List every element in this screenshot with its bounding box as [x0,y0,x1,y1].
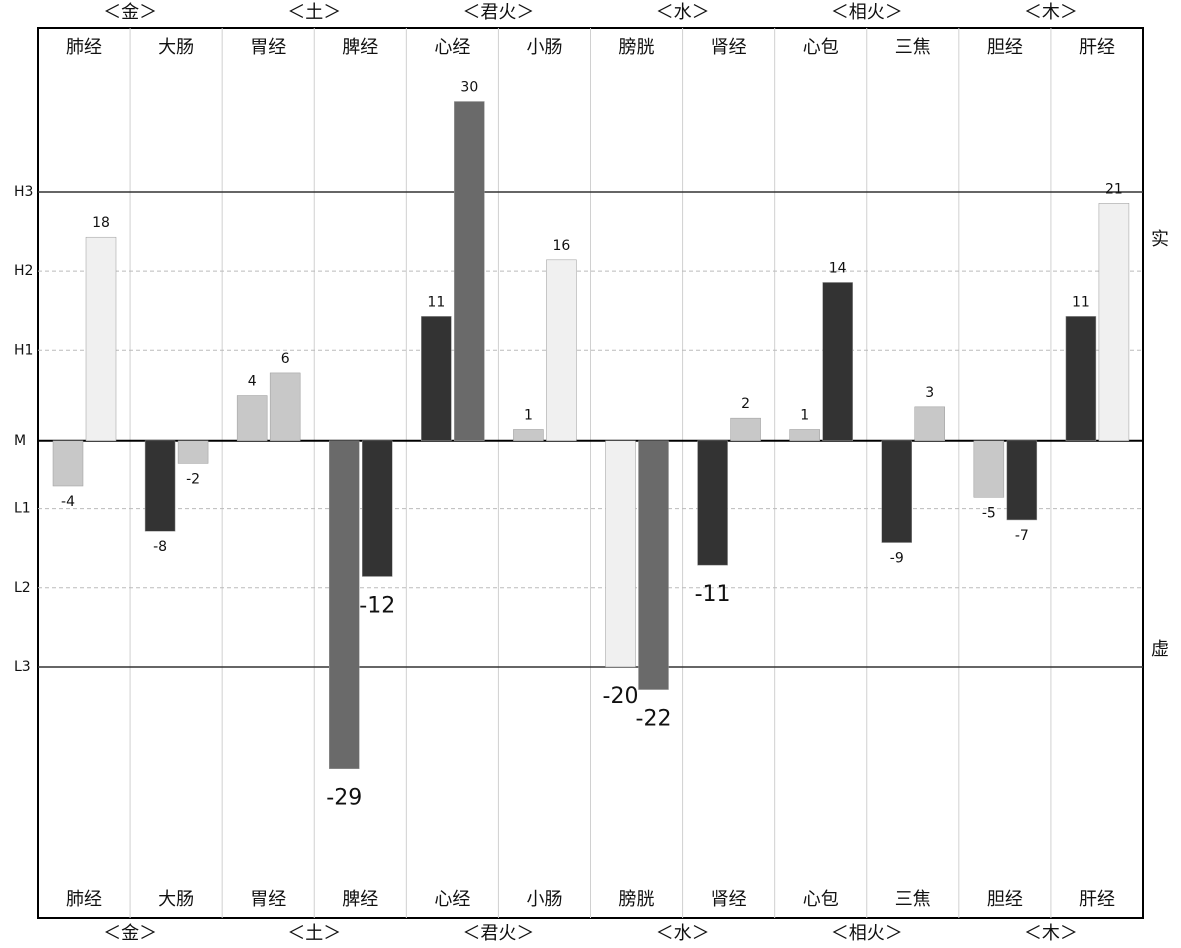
x-tick-label: 肺经 [66,37,102,58]
value-label: 2 [741,396,750,412]
group-label-bottom: ＜金＞ [103,923,157,944]
value-label: 21 [1105,181,1123,197]
value-label: -8 [153,539,167,555]
bar [329,440,360,769]
bar [177,440,209,464]
group-label-bottom: ＜相火＞ [831,923,903,944]
value-label: 3 [925,385,934,401]
y-tick-label: L2 [14,580,31,596]
y-tick-label: M [14,433,26,449]
value-label: 11 [427,294,445,310]
y-tick-label: H2 [14,263,33,279]
bar [1098,203,1130,442]
x-tick-label-bottom: 肺经 [66,889,102,910]
value-label: 16 [553,238,571,254]
group-label-bottom: ＜木＞ [1024,923,1078,944]
value-label: 14 [829,260,847,276]
value-label: -2 [186,471,200,487]
x-tick-label-bottom: 心包 [803,889,839,910]
x-tick-label: 膀胱 [619,37,655,58]
x-tick-label-bottom: 脾经 [342,889,378,910]
value-label: 30 [460,80,478,96]
y-tick-label: H1 [14,342,33,358]
bar [605,440,636,668]
bar [85,236,117,442]
bar [789,429,820,442]
value-label: -11 [695,582,731,607]
group-label-bottom: ＜水＞ [656,923,710,944]
group-label: ＜水＞ [656,2,710,23]
group-label: ＜金＞ [103,2,157,23]
x-tick-label: 小肠 [526,37,562,58]
x-tick-label-bottom: 胆经 [987,889,1023,910]
side-label: 实 [1151,229,1169,250]
bar [822,282,853,442]
value-label: 1 [800,407,809,423]
value-label: -22 [636,707,672,732]
x-tick-label-bottom: 小肠 [526,889,562,910]
bar [421,316,452,442]
bar [454,101,485,442]
value-label: 4 [248,374,257,390]
value-label: 11 [1072,294,1090,310]
bar [52,440,84,487]
value-label: -9 [890,551,904,567]
x-tick-label-bottom: 心经 [434,889,470,910]
value-label: -4 [61,494,75,510]
side-label: 虚 [1151,639,1169,660]
bar [144,440,176,532]
y-tick-label: L3 [14,659,31,675]
bar [236,395,268,442]
x-tick-label: 脾经 [342,37,378,58]
bar [697,440,728,566]
x-tick-label-bottom: 三焦 [895,889,931,910]
x-tick-label: 三焦 [895,37,931,58]
value-label: 1 [524,407,533,423]
group-label: ＜君火＞ [462,2,534,23]
bar [881,440,912,543]
x-tick-label-bottom: 胃经 [250,889,286,910]
bar [730,417,761,442]
y-tick-label: L1 [14,501,31,517]
bar [513,429,544,442]
x-tick-label: 胆经 [987,37,1023,58]
x-tick-label-bottom: 肾经 [711,889,747,910]
x-tick-label: 肝经 [1079,37,1115,58]
y-tick-label: H3 [14,184,33,200]
bar [1006,440,1038,521]
x-tick-label-bottom: 膀胱 [619,889,655,910]
group-label-bottom: ＜君火＞ [462,923,534,944]
x-tick-label: 心包 [803,37,839,58]
group-label-bottom: ＜土＞ [287,923,341,944]
value-label: -12 [359,593,395,618]
value-label: 6 [281,351,290,367]
x-tick-label: 胃经 [250,37,286,58]
group-label: ＜土＞ [287,2,341,23]
x-tick-label: 大肠 [158,37,194,58]
bar [914,406,945,442]
value-label: -29 [326,786,362,811]
bar [269,372,301,442]
bar [973,440,1005,498]
value-label: -20 [603,684,639,709]
x-tick-label-bottom: 大肠 [158,889,194,910]
bar [362,440,393,577]
group-label: ＜木＞ [1024,2,1078,23]
x-tick-label: 肾经 [711,37,747,58]
bar [638,440,669,690]
bar [546,259,577,442]
value-label: -7 [1015,528,1029,544]
bar [1065,316,1097,442]
x-tick-label: 心经 [434,37,470,58]
group-label: ＜相火＞ [831,2,903,23]
value-label: -5 [982,505,996,521]
x-tick-label-bottom: 肝经 [1079,889,1115,910]
value-label: 18 [92,215,110,231]
